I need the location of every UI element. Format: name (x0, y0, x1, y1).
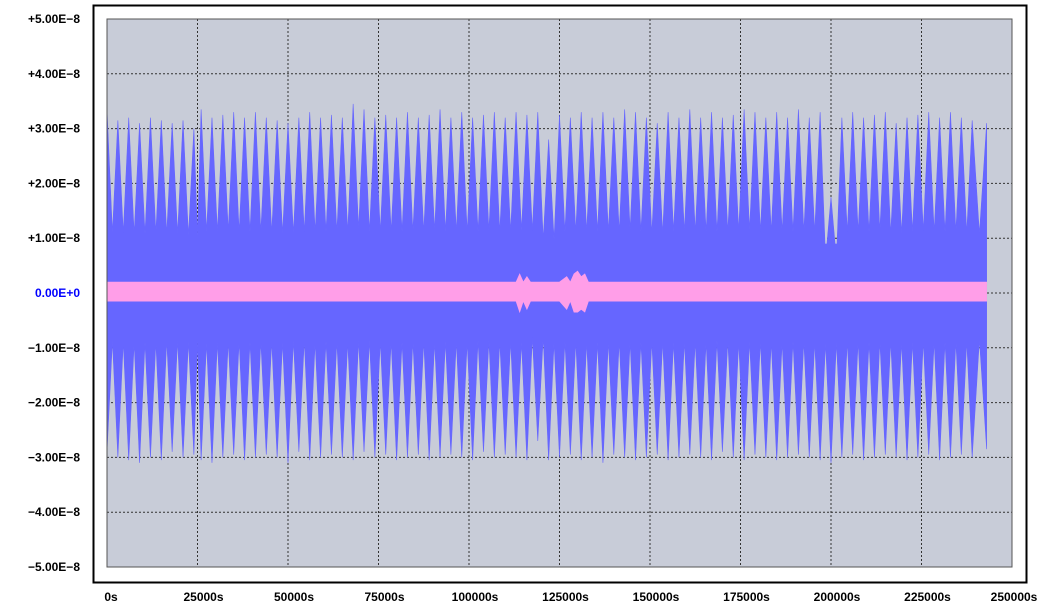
series-secondary-waveform (106, 270, 987, 314)
y-tick-label: +4.00E−8 (28, 67, 80, 81)
y-tick-label: +1.00E−8 (28, 231, 80, 245)
y-tick-label: +3.00E−8 (28, 122, 80, 136)
x-tick-label: 125000s (542, 590, 589, 604)
x-tick-label: 175000s (723, 590, 770, 604)
x-tick-label: 50000s (274, 590, 314, 604)
x-tick-label: 150000s (633, 590, 680, 604)
x-tick-label: 250000s (991, 590, 1038, 604)
y-tick-label: +2.00E−8 (28, 176, 80, 190)
series-secondary-envelope (106, 270, 987, 314)
y-tick-label: −5.00E−8 (28, 560, 80, 574)
y-tick-label: −2.00E−8 (28, 396, 80, 410)
x-tick-label: 100000s (452, 590, 499, 604)
y-tick-label: +5.00E−8 (28, 12, 80, 26)
y-axis-ticks: +5.00E−8 +4.00E−8 +3.00E−8 +2.00E−8 +1.00E−8… (28, 12, 80, 574)
plot-border (106, 18, 1013, 568)
y-tick-label: −1.00E−8 (28, 341, 80, 355)
y-tick-label: −3.00E−8 (28, 450, 80, 464)
y-tick-label: −4.00E−8 (28, 505, 80, 519)
x-tick-label: 75000s (364, 590, 404, 604)
x-tick-label: 25000s (183, 590, 223, 604)
x-tick-label: 225000s (904, 590, 951, 604)
x-tick-label: 200000s (814, 590, 861, 604)
x-tick-label: 0s (104, 590, 118, 604)
y-tick-label: 0.00E+0 (35, 286, 80, 300)
x-axis-ticks: 0s 25000s 50000s 75000s 100000s 125000s 150000… (104, 590, 1037, 604)
